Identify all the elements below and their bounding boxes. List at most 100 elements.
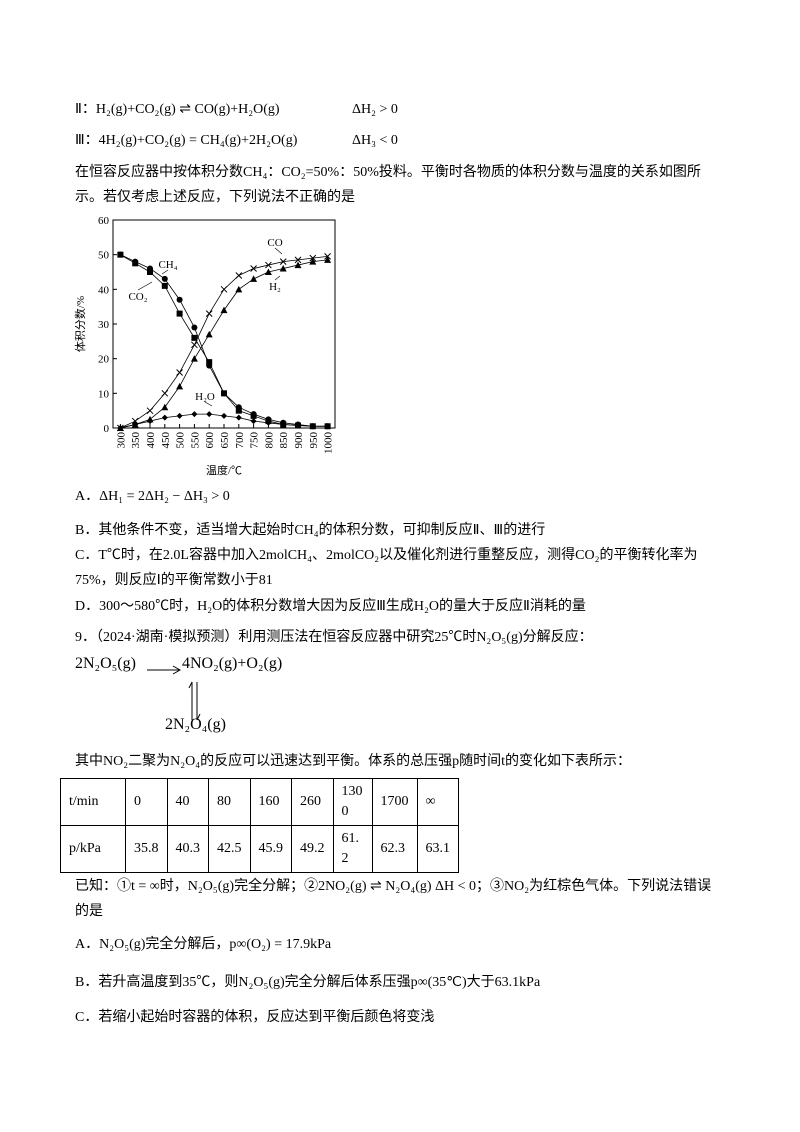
table-row: p/kPa 35.8 40.3 42.5 45.9 49.2 61.2 62.3 63.1: [60, 825, 459, 873]
dimer: 2N₂O₄(g): [165, 716, 226, 733]
marker: [190, 355, 198, 362]
marker: [176, 296, 183, 303]
marker: [117, 251, 124, 258]
paragraph: 其中NO₂二聚为N₂O₄的反应可以迅速达到平衡。体系的总压强p随时间t的变化如下…: [75, 754, 631, 769]
marker: [220, 306, 228, 314]
table-cell: 1700: [371, 778, 418, 826]
marker: [161, 275, 168, 282]
x-tick-label: 400: [145, 432, 157, 449]
table-cell: 1300: [332, 778, 373, 826]
x-tick-label: 750: [249, 432, 261, 449]
table-cell: p/kPa: [60, 825, 126, 873]
leader-line: [274, 275, 281, 281]
marker: [235, 285, 243, 293]
series-label: H₂O: [195, 391, 215, 403]
table-cell: 0: [125, 778, 168, 826]
marker: [191, 341, 198, 349]
x-axis-label: 温度/℃: [206, 463, 242, 477]
option: C．若缩小起始时容器的体积，反应达到平衡后颜色将变浅: [75, 1010, 435, 1025]
marker: [250, 265, 257, 272]
y-tick-label: 60: [98, 215, 110, 227]
marker: [221, 412, 227, 419]
table-cell: 260: [291, 778, 334, 826]
x-tick-label: 700: [234, 432, 246, 449]
x-tick-label: 1000: [323, 432, 335, 455]
y-tick-label: 40: [98, 284, 110, 296]
marker: [205, 330, 213, 338]
marker: [191, 411, 198, 418]
marker: [235, 407, 242, 414]
marker: [161, 414, 168, 421]
y-axis-label: 体积分数/%: [73, 296, 87, 352]
marker: [132, 260, 139, 267]
table-row: t/min 0 40 80 160 260 1300 1700 ∞: [60, 778, 459, 826]
marker: [235, 414, 242, 421]
y-tick-label: 10: [98, 388, 110, 400]
marker: [220, 285, 228, 293]
series-line: [120, 259, 328, 429]
marker: [221, 390, 227, 397]
enthalpy: ΔH₃ < 0: [352, 133, 398, 148]
leader-line: [204, 401, 213, 407]
option: B．若升高温度到35℃，则N₂O₅(g)完全分解后体系压强p∞(35℃)大于63…: [75, 975, 541, 990]
enthalpy: ΔH₂ > 0: [352, 102, 398, 117]
y-tick-label: 50: [98, 250, 110, 262]
table-cell: 61.2: [332, 825, 373, 873]
marker: [176, 382, 184, 390]
reactant: 2N₂O₅(g): [75, 655, 136, 672]
x-tick-label: 600: [204, 432, 216, 449]
marker: [309, 423, 316, 430]
equation: Ⅲ：4H₂(g)+CO₂(g) = CH₄(g)+2H₂O(g): [75, 133, 298, 148]
marker: [295, 422, 301, 429]
x-tick-label: 550: [189, 432, 201, 449]
marker: [280, 421, 287, 428]
marker: [191, 334, 198, 341]
marker: [250, 412, 257, 419]
x-tick-label: 900: [293, 432, 305, 449]
option: C．T℃时，在2.0L容器中加入2molCH₄、2molCO₂以及催化剂进行重整…: [75, 548, 698, 588]
marker: [279, 258, 287, 265]
table-cell: 62.3: [371, 825, 418, 873]
x-tick-label: 650: [219, 432, 231, 449]
table-cell: 40.3: [166, 825, 209, 873]
x-tick-label: 300: [115, 432, 127, 449]
y-tick-label: 20: [98, 354, 110, 366]
table-cell: 49.2: [291, 825, 334, 873]
marker: [309, 258, 317, 265]
y-tick-label: 0: [104, 423, 110, 435]
leader-line: [274, 247, 283, 255]
y-tick-label: 30: [98, 319, 110, 331]
marker: [250, 418, 257, 425]
marker: [147, 418, 153, 425]
table-cell: 80: [208, 778, 251, 826]
series-label: H₂: [269, 281, 281, 293]
marker: [161, 389, 169, 397]
leader-line: [161, 269, 169, 275]
option: A．ΔH₁ = 2ΔH₂ − ΔH₃ > 0: [75, 489, 230, 504]
marker: [294, 256, 302, 264]
marker: [294, 261, 302, 269]
marker: [205, 310, 213, 317]
marker: [265, 261, 272, 269]
x-tick-label: 500: [175, 432, 187, 449]
table-cell: 160: [249, 778, 292, 826]
series-line: [120, 254, 328, 427]
table-cell: 40: [166, 778, 209, 826]
series-label: CO₂: [128, 291, 147, 303]
marker: [161, 282, 168, 289]
marker: [176, 310, 183, 317]
x-tick-label: 800: [263, 432, 275, 449]
marker: [206, 359, 213, 366]
table-cell: 35.8: [125, 825, 168, 873]
question-stem: 9．（2024·湖南·模拟预测）利用测压法在恒容反应器中研究25℃时N₂O₅(g…: [75, 630, 593, 645]
equilibrium-arrow: [188, 681, 201, 721]
chart: 0 10 20 30 40 50 60 300 350 400 450 500 550 600 650 700…: [73, 215, 336, 477]
x-tick-label: 450: [160, 432, 172, 449]
marker: [132, 421, 139, 428]
table-cell: 42.5: [208, 825, 251, 873]
table-cell: 45.9: [249, 825, 292, 873]
option: D．300～580℃时，H₂O的体积分数增大因为反应Ⅲ生成H₂O的量大于反应Ⅱ消…: [75, 599, 586, 614]
products: 4NO₂(g)+O₂(g): [182, 655, 283, 672]
marker: [147, 269, 153, 275]
